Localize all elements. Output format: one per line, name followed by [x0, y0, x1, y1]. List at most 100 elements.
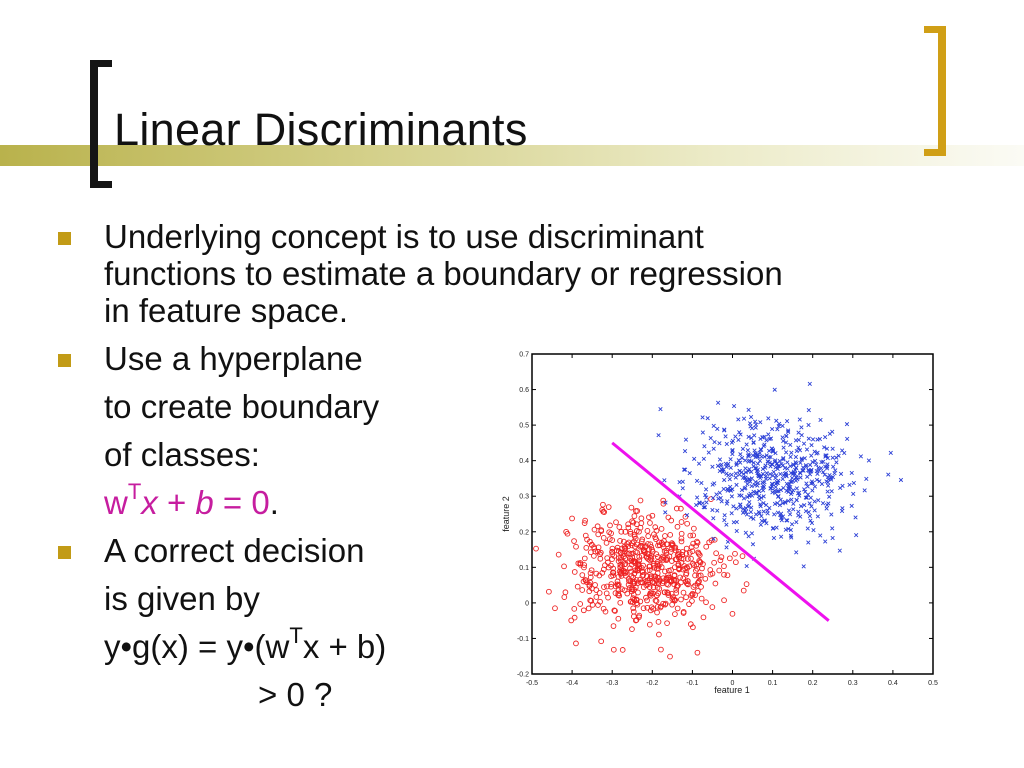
data-point-red: [644, 567, 651, 574]
data-point-blue: [710, 507, 715, 513]
data-point-blue: [866, 458, 872, 463]
data-point-red: [626, 578, 632, 584]
data-point-blue: [806, 509, 811, 515]
data-point-blue: [803, 495, 808, 500]
data-point-blue: [711, 446, 716, 451]
data-point-blue: [745, 448, 750, 453]
title-accent-bar: [0, 145, 1024, 166]
data-point-red: [597, 598, 603, 605]
data-point-blue: [692, 456, 697, 461]
data-point-red: [665, 592, 672, 598]
data-point-blue: [662, 478, 667, 483]
data-point-blue: [722, 518, 727, 523]
data-point-blue: [793, 467, 798, 473]
data-point-blue: [775, 501, 780, 506]
data-point-blue: [748, 515, 753, 520]
data-point-blue: [683, 437, 689, 442]
data-point-blue: [811, 528, 816, 533]
data-point-blue: [780, 463, 786, 468]
data-point-blue: [838, 471, 844, 477]
data-point-red: [613, 519, 619, 526]
data-point-blue: [797, 448, 803, 453]
data-point-red: [717, 557, 724, 564]
data-point-red: [661, 548, 668, 554]
data-point-red: [552, 605, 558, 612]
data-point-blue: [815, 450, 820, 455]
data-point-red: [695, 550, 702, 557]
data-point-red: [579, 587, 586, 593]
data-point-red: [696, 557, 703, 564]
x-tick-label: -0.5: [526, 680, 538, 687]
data-point-red: [600, 605, 607, 612]
data-point-blue: [745, 453, 751, 458]
data-point-blue: [747, 458, 752, 463]
decision-formula-right: x + b): [302, 628, 387, 665]
x-tick-label: 0.2: [808, 680, 818, 687]
data-point-red: [733, 559, 739, 566]
data-point-blue: [715, 463, 721, 468]
data-point-red: [680, 589, 687, 596]
data-point-blue: [809, 504, 814, 509]
data-point-red: [721, 597, 727, 604]
data-point-red: [646, 621, 653, 628]
data-point-blue: [740, 510, 746, 515]
data-point-blue: [807, 381, 812, 387]
formula-b: b: [195, 484, 214, 521]
data-point-blue: [788, 527, 793, 533]
data-point-blue: [789, 479, 794, 484]
data-point-red: [658, 526, 665, 532]
y-tick-label: 0.2: [519, 529, 529, 536]
data-point-blue: [832, 471, 837, 476]
formula-plus: +: [157, 484, 196, 521]
data-point-red: [703, 599, 709, 606]
data-point-blue: [729, 494, 735, 499]
data-point-blue: [773, 458, 778, 463]
data-point-blue: [775, 427, 780, 432]
data-point-red: [587, 549, 594, 556]
data-point-blue: [844, 422, 850, 427]
data-point-blue: [799, 425, 804, 430]
data-point-red: [622, 570, 629, 576]
y-tick-label: 0: [525, 600, 529, 607]
data-point-blue: [815, 471, 820, 476]
data-point-red: [683, 550, 690, 557]
data-point-red: [600, 534, 607, 541]
data-point-red: [603, 590, 610, 597]
data-point-red: [686, 549, 693, 556]
data-point-red: [587, 574, 594, 581]
x-tick-label: 0.3: [848, 680, 858, 687]
data-point-blue: [757, 450, 763, 456]
data-point-blue: [703, 492, 708, 498]
data-point-blue: [714, 492, 719, 497]
data-point-blue: [758, 420, 763, 425]
data-point-red: [635, 562, 641, 569]
data-point-red: [629, 518, 635, 525]
data-point-blue: [687, 471, 692, 476]
data-point-blue: [783, 527, 788, 532]
data-point-blue: [682, 448, 688, 454]
data-point-blue: [719, 462, 724, 467]
data-point-blue: [734, 528, 739, 534]
data-point-blue: [780, 457, 786, 462]
data-point-red: [630, 550, 636, 557]
data-point-blue: [770, 482, 775, 487]
data-point-red: [594, 523, 601, 530]
data-point-red: [608, 530, 614, 537]
data-point-blue: [725, 463, 730, 468]
data-point-blue: [696, 461, 702, 466]
data-point-blue: [845, 436, 850, 441]
data-point-red: [650, 579, 657, 586]
data-point-red: [617, 564, 624, 570]
data-point-blue: [715, 400, 721, 405]
data-point-red: [652, 524, 659, 530]
data-point-blue: [694, 502, 699, 508]
data-point-blue: [785, 518, 790, 523]
data-point-blue: [826, 483, 831, 488]
data-point-blue: [764, 502, 769, 508]
data-point-blue: [858, 454, 863, 459]
data-point-red: [618, 573, 625, 579]
data-point-blue: [831, 464, 836, 469]
data-point-red: [610, 569, 616, 576]
data-point-blue: [794, 498, 799, 503]
formula-period: .: [269, 484, 279, 521]
